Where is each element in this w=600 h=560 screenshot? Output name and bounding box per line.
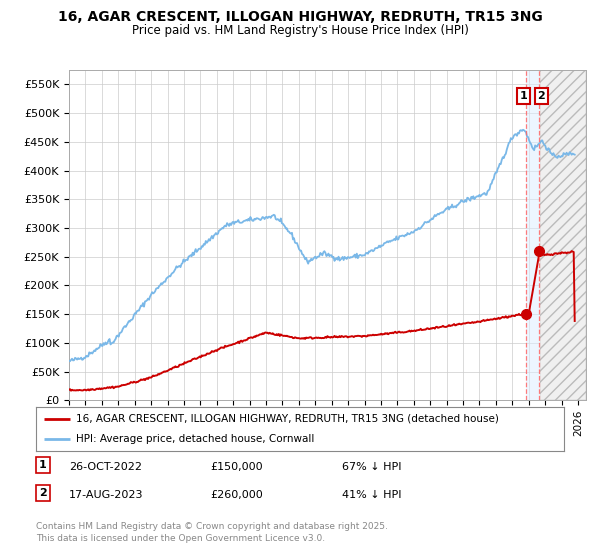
Text: £260,000: £260,000: [210, 490, 263, 500]
Text: 41% ↓ HPI: 41% ↓ HPI: [342, 490, 401, 500]
Text: Price paid vs. HM Land Registry's House Price Index (HPI): Price paid vs. HM Land Registry's House …: [131, 24, 469, 36]
Text: £150,000: £150,000: [210, 462, 263, 472]
Text: 1: 1: [520, 91, 527, 101]
Text: Contains HM Land Registry data © Crown copyright and database right 2025.
This d: Contains HM Land Registry data © Crown c…: [36, 522, 388, 543]
Text: 2: 2: [538, 91, 545, 101]
Text: 16, AGAR CRESCENT, ILLOGAN HIGHWAY, REDRUTH, TR15 3NG (detached house): 16, AGAR CRESCENT, ILLOGAN HIGHWAY, REDR…: [76, 414, 499, 424]
Text: 17-AUG-2023: 17-AUG-2023: [69, 490, 143, 500]
Text: 2: 2: [39, 488, 47, 498]
Text: 26-OCT-2022: 26-OCT-2022: [69, 462, 142, 472]
Text: 16, AGAR CRESCENT, ILLOGAN HIGHWAY, REDRUTH, TR15 3NG: 16, AGAR CRESCENT, ILLOGAN HIGHWAY, REDR…: [58, 10, 542, 24]
Bar: [540, 70, 586, 400]
Text: HPI: Average price, detached house, Cornwall: HPI: Average price, detached house, Corn…: [76, 434, 314, 444]
Text: 67% ↓ HPI: 67% ↓ HPI: [342, 462, 401, 472]
Bar: [526, 70, 539, 400]
Text: 1: 1: [39, 460, 47, 470]
